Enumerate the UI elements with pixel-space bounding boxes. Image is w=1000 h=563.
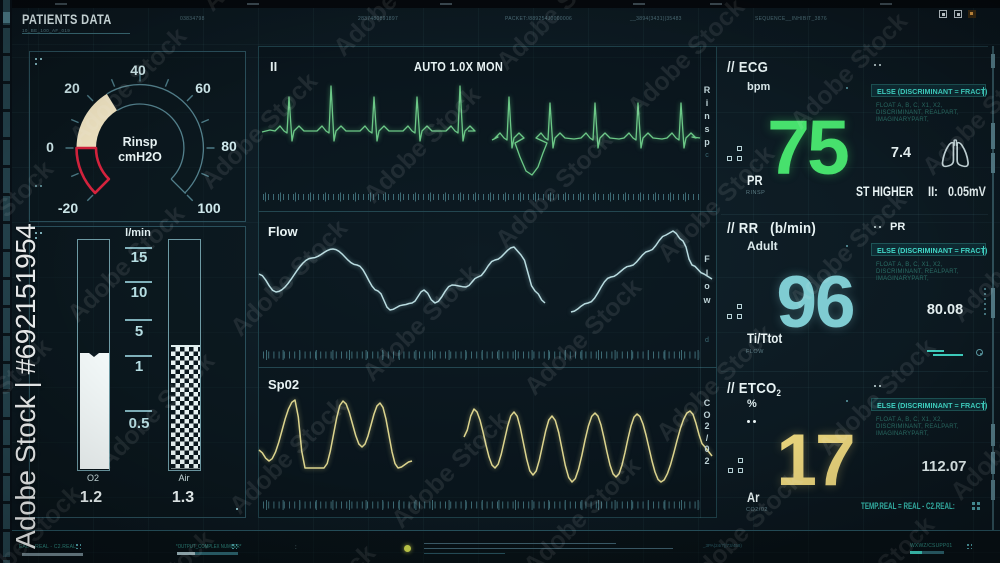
svg-text:Adobe Stock: Adobe Stock (357, 259, 485, 387)
svg-text:Adobe Stock: Adobe Stock (784, 186, 912, 314)
svg-text:Adobe Stock: Adobe Stock (813, 333, 941, 461)
svg-text:Adobe Stock: Adobe Stock (358, 81, 486, 209)
svg-text:Adobe Stock: Adobe Stock (680, 466, 808, 563)
svg-text:Adobe Stock: Adobe Stock (195, 67, 323, 195)
svg-text:Adobe Stock: Adobe Stock (651, 319, 779, 447)
svg-text:Adobe Stock: Adobe Stock (91, 525, 219, 563)
svg-text:Adobe Stock: Adobe Stock (518, 452, 646, 563)
svg-text:Adobe Stock: Adobe Stock (652, 140, 780, 268)
svg-text:Adobe Stock: Adobe Stock (491, 0, 619, 76)
svg-text:Adobe Stock: Adobe Stock (917, 53, 1000, 181)
svg-text:Adobe Stock: Adobe Stock (946, 200, 1000, 328)
svg-text:Adobe Stock: Adobe Stock (785, 7, 913, 135)
svg-text:Adobe Stock: Adobe Stock (328, 0, 456, 62)
svg-text:Adobe Stock: Adobe Stock (197, 0, 325, 17)
svg-text:Adobe Stock: Adobe Stock (622, 0, 750, 121)
svg-text:Adobe Stock: Adobe Stock (945, 378, 1000, 506)
svg-text:Adobe Stock: Adobe Stock (812, 511, 940, 563)
svg-text:Adobe Stock: Adobe Stock (490, 126, 618, 254)
svg-text:Adobe Stock: Adobe Stock (225, 214, 353, 342)
svg-text:Adobe Stock: Adobe Stock (62, 200, 190, 328)
svg-text:Adobe Stock: Adobe Stock (253, 539, 381, 563)
svg-text:Adobe Stock: Adobe Stock (975, 525, 1000, 563)
svg-text:Adobe Stock: Adobe Stock (92, 347, 220, 475)
svg-text:Adobe Stock: Adobe Stock (519, 273, 647, 401)
svg-text:Adobe Stock: Adobe Stock (64, 22, 192, 150)
svg-text:Adobe Stock: Adobe Stock (224, 392, 352, 520)
svg-text:Adobe Stock: Adobe Stock (386, 406, 514, 534)
